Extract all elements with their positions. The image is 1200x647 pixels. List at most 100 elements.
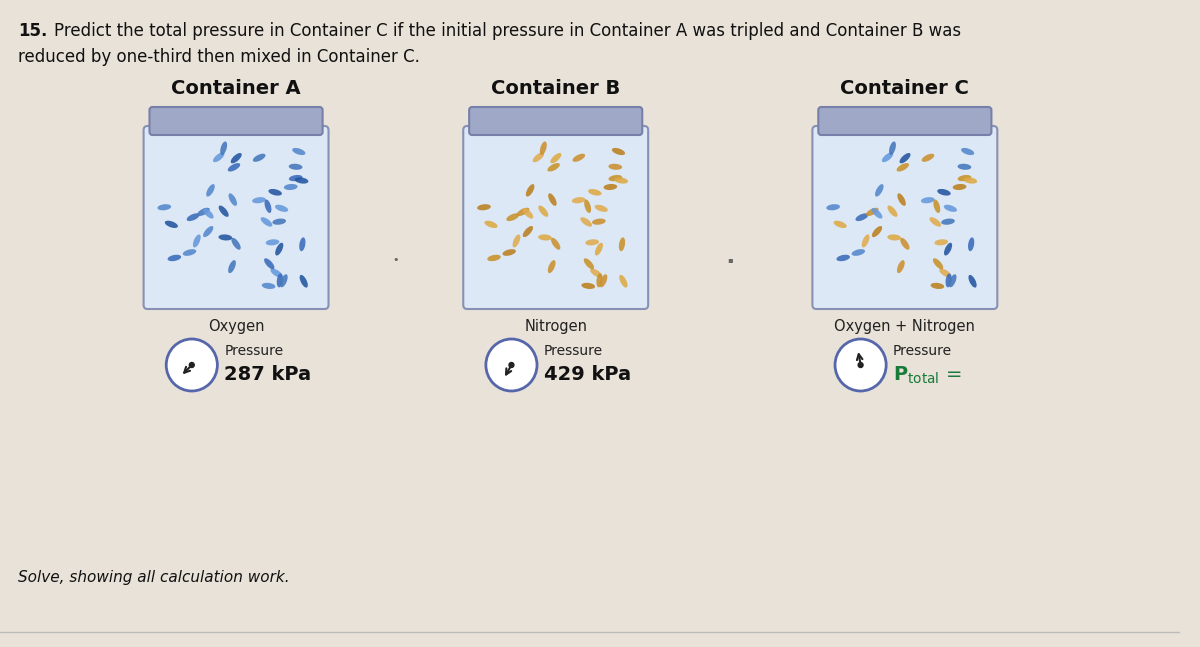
Ellipse shape [275,243,283,256]
Ellipse shape [289,175,302,181]
Ellipse shape [539,206,548,217]
Ellipse shape [608,175,622,181]
Ellipse shape [930,283,944,289]
Text: •: • [392,255,400,265]
Ellipse shape [230,153,241,163]
Text: reduced by one-third then mixed in Container C.: reduced by one-third then mixed in Conta… [18,48,420,66]
Ellipse shape [934,199,941,213]
FancyBboxPatch shape [469,107,642,135]
Ellipse shape [293,148,306,155]
Ellipse shape [540,142,547,155]
Ellipse shape [270,269,283,278]
Ellipse shape [586,239,599,245]
Ellipse shape [588,189,601,195]
Ellipse shape [896,163,910,171]
Ellipse shape [284,184,298,190]
Ellipse shape [961,148,974,155]
Ellipse shape [968,275,977,288]
Ellipse shape [289,164,302,170]
Ellipse shape [592,219,606,225]
Ellipse shape [834,221,847,228]
Ellipse shape [946,274,952,287]
Ellipse shape [269,189,282,195]
Ellipse shape [264,199,271,213]
Ellipse shape [272,219,286,225]
Text: 15.: 15. [18,22,47,40]
Ellipse shape [900,153,911,163]
Ellipse shape [932,258,943,269]
Circle shape [190,362,194,367]
Circle shape [835,339,886,391]
Ellipse shape [157,204,172,210]
Ellipse shape [187,214,199,221]
Text: Predict the total pressure in Container C if the initial pressure in Container A: Predict the total pressure in Container … [54,22,961,40]
Ellipse shape [538,234,552,241]
Ellipse shape [940,269,952,278]
Ellipse shape [889,142,896,155]
Ellipse shape [604,184,617,190]
Ellipse shape [551,238,560,250]
Ellipse shape [595,243,602,256]
Ellipse shape [168,255,181,261]
Ellipse shape [228,163,240,171]
Text: Container A: Container A [172,79,301,98]
FancyBboxPatch shape [463,126,648,309]
Ellipse shape [506,214,520,221]
Ellipse shape [581,283,595,289]
Ellipse shape [898,193,906,206]
Ellipse shape [197,208,210,216]
Ellipse shape [953,184,966,190]
Ellipse shape [218,206,229,217]
Ellipse shape [887,234,901,241]
Text: Pressure: Pressure [893,344,952,358]
Ellipse shape [935,239,948,245]
Ellipse shape [295,177,308,184]
Text: ▪: ▪ [727,256,733,265]
Ellipse shape [595,204,608,212]
Ellipse shape [218,234,233,241]
Ellipse shape [164,221,178,228]
Ellipse shape [547,163,560,171]
Text: Pressure: Pressure [224,344,283,358]
Ellipse shape [300,275,308,288]
Ellipse shape [900,238,910,250]
Ellipse shape [937,189,950,195]
Ellipse shape [526,184,534,197]
Ellipse shape [571,197,586,203]
Ellipse shape [600,274,607,287]
Ellipse shape [875,184,883,197]
Text: Solve, showing all calculation work.: Solve, showing all calculation work. [18,570,289,585]
Ellipse shape [228,260,236,273]
Ellipse shape [896,260,905,273]
Ellipse shape [964,177,977,184]
Ellipse shape [265,239,280,245]
Ellipse shape [941,219,955,225]
Circle shape [486,339,538,391]
Ellipse shape [888,206,898,217]
Ellipse shape [533,153,544,162]
FancyBboxPatch shape [150,107,323,135]
Ellipse shape [203,226,214,237]
Ellipse shape [584,199,592,213]
Ellipse shape [299,237,306,251]
Ellipse shape [614,177,628,184]
Ellipse shape [262,283,276,289]
Text: Nitrogen: Nitrogen [524,319,587,334]
Ellipse shape [548,260,556,273]
Text: Container B: Container B [491,79,620,98]
Ellipse shape [193,234,200,247]
Text: Oxygen: Oxygen [208,319,264,334]
Ellipse shape [619,275,628,288]
Ellipse shape [581,217,592,226]
Ellipse shape [221,142,227,155]
Ellipse shape [920,197,935,203]
Ellipse shape [596,274,602,287]
Ellipse shape [551,153,562,163]
Ellipse shape [485,221,498,228]
Ellipse shape [487,255,500,261]
Ellipse shape [958,164,971,170]
Ellipse shape [523,226,533,237]
Ellipse shape [827,204,840,210]
Text: $\mathbf{P}_{\mathregular{total}}$ =: $\mathbf{P}_{\mathregular{total}}$ = [893,364,962,386]
Ellipse shape [280,274,288,287]
